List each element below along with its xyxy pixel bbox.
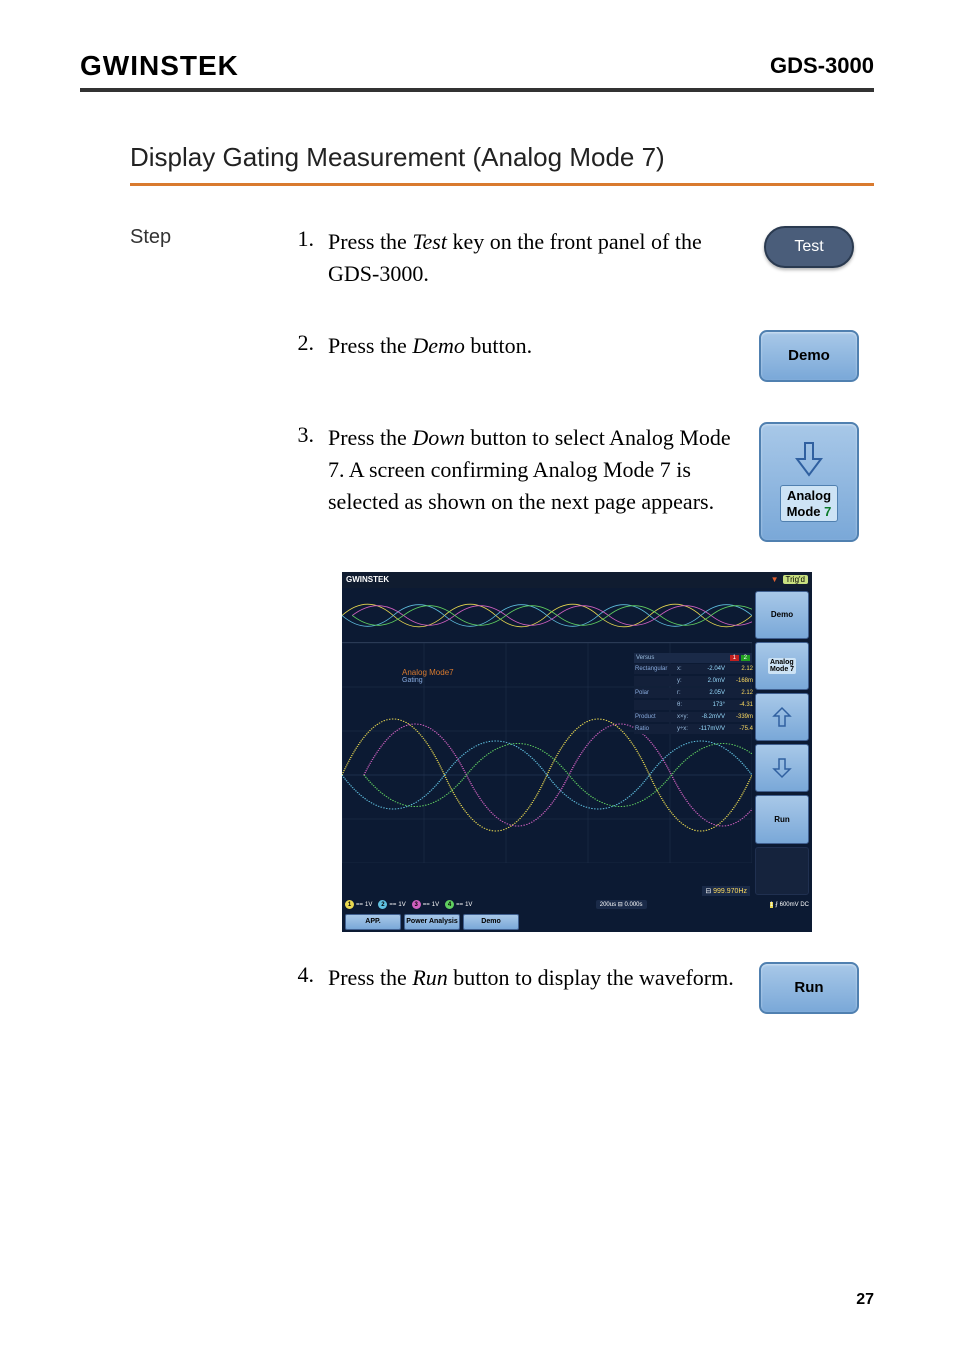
step-number: 3. <box>280 422 320 448</box>
channel-indicators: 1 == 1V 2 == 1V 3 == 1V 4 == 1V <box>345 900 472 909</box>
mode-badge: Analog Mode 7 <box>780 485 839 522</box>
timebase: 200us ⊟ 0.000s <box>596 900 647 909</box>
button-col: Demo <box>744 330 874 382</box>
scope-wave-overview <box>342 588 752 643</box>
scope-gridpane: Analog Mode7 Gating Versus 1 2 Rectangul… <box>342 588 752 898</box>
bottom-softkeys: APP. Power Analysis Demo <box>342 912 812 932</box>
step-text-em: Test <box>412 229 447 254</box>
run-button[interactable]: Run <box>759 962 859 1014</box>
arrow-down-icon <box>793 441 825 477</box>
scope-body: Analog Mode7 Gating Versus 1 2 Rectangul… <box>342 588 812 898</box>
step-row: 4. Press the Run button to display the w… <box>280 962 874 1014</box>
side-down-button[interactable] <box>755 744 809 792</box>
button-col: Run <box>744 962 874 1014</box>
mode-line2: Mode 7 <box>787 504 832 520</box>
meas-ch1: 1 <box>730 655 739 661</box>
bottom-demo-button[interactable]: Demo <box>463 914 519 930</box>
step-heading: Step <box>130 226 280 1054</box>
step-number: 1. <box>280 226 320 252</box>
scope-bottom: 1 == 1V 2 == 1V 3 == 1V 4 == 1V 200us ⊟ 0.0… <box>342 898 812 932</box>
scope-measurements: Versus 1 2 Rectangularx:-2.04V2.12 y:2.0m… <box>634 653 752 736</box>
logo-text: GWINSTEK <box>80 50 239 81</box>
meas-row: y:2.0mV-168m <box>634 676 752 686</box>
channel-indicator: 1 == 1V <box>345 900 372 909</box>
step-text-post: button. <box>465 333 532 358</box>
meas-row: Rectangularx:-2.04V2.12 <box>634 664 752 674</box>
step-text-pre: Press the <box>328 965 412 990</box>
channel-indicator: 4 == 1V <box>445 900 472 909</box>
side-empty-button <box>755 847 809 895</box>
gating-label: Analog Mode7 Gating <box>402 668 454 684</box>
trig-status: Trig'd <box>783 575 808 584</box>
step-number: 4. <box>280 962 320 988</box>
meas-ch2: 2 <box>741 655 750 661</box>
screenshot-row: GWINSTEK ▼ Trig'd <box>280 572 874 932</box>
brand-logo: GWINSTEK <box>80 50 239 82</box>
meas-versus: Versus <box>636 655 654 661</box>
freq-counter: ⊟ 999.970Hz <box>702 886 750 896</box>
step-row: 3. Press the Down button to select Analo… <box>280 422 874 542</box>
scope-screenshot: GWINSTEK ▼ Trig'd <box>342 572 812 932</box>
step-text-em: Down <box>412 425 465 450</box>
gating-title: Analog Mode7 <box>402 668 454 677</box>
side-up-button[interactable] <box>755 693 809 741</box>
step-text-pre: Press the <box>328 229 412 254</box>
button-col: Analog Mode 7 <box>744 422 874 542</box>
bottom-power-button[interactable]: Power Analysis <box>404 914 460 930</box>
arrow-down-icon <box>772 757 792 779</box>
meas-row: Polarr:2.05V2.12 <box>634 688 752 698</box>
step-text: Press the Run button to display the wave… <box>328 962 736 994</box>
step-text-em: Demo <box>412 333 465 358</box>
step-text-pre: Press the <box>328 425 412 450</box>
bottom-status: 1 == 1V 2 == 1V 3 == 1V 4 == 1V 200us ⊟ 0.0… <box>342 898 812 912</box>
channel-indicator: 3 == 1V <box>412 900 439 909</box>
demo-button[interactable]: Demo <box>759 330 859 382</box>
down-mode-button[interactable]: Analog Mode 7 <box>759 422 859 542</box>
meas-rows: Rectangularx:-2.04V2.12 y:2.0mV-168m Polar… <box>634 664 752 734</box>
mode-line1: Analog <box>787 488 832 504</box>
step-text: Press the Down button to select Analog M… <box>328 422 736 518</box>
step-text: Press the Test key on the front panel of… <box>328 226 736 290</box>
steps-list: 1. Press the Test key on the front panel… <box>280 226 874 1054</box>
marker-icon: ▼ <box>771 575 779 584</box>
step-text: Press the Demo button. <box>328 330 736 362</box>
step-row: 2. Press the Demo button. Demo <box>280 330 874 382</box>
side-run-button[interactable]: Run <box>755 795 809 843</box>
step-number: 2. <box>280 330 320 356</box>
gating-sub: Gating <box>402 677 454 684</box>
button-col: Test <box>744 226 874 268</box>
scope-sidepanel: Demo Analog Mode 7 <box>752 588 812 898</box>
section-title: Display Gating Measurement (Analog Mode … <box>130 142 874 186</box>
scope-topbar: GWINSTEK ▼ Trig'd <box>342 572 812 588</box>
meas-row: Productx×y:-8.2mVV-339m <box>634 712 752 722</box>
step-text-pre: Press the <box>328 333 412 358</box>
meas-row: θ:173°-4.31 <box>634 700 752 710</box>
meas-header: Versus 1 2 <box>634 653 752 663</box>
step-text-post: button to display the waveform. <box>448 965 734 990</box>
scope-logo: GWINSTEK <box>346 575 389 584</box>
channel-indicator: 2 == 1V <box>378 900 405 909</box>
page-number: 27 <box>856 1291 874 1309</box>
side-demo-button[interactable]: Demo <box>755 591 809 639</box>
test-button[interactable]: Test <box>764 226 853 268</box>
model-label: GDS-3000 <box>770 53 874 79</box>
content-grid: Step 1. Press the Test key on the front … <box>130 226 874 1054</box>
step-text-em: Run <box>412 965 447 990</box>
wave-overview-svg <box>342 588 752 642</box>
side-mode-button[interactable]: Analog Mode 7 <box>755 642 809 690</box>
side-mode-badge: Analog Mode 7 <box>768 658 796 674</box>
arrow-up-icon <box>772 706 792 728</box>
step-row: 1. Press the Test key on the front panel… <box>280 226 874 290</box>
bottom-app-button[interactable]: APP. <box>345 914 401 930</box>
trig-info: 1 ⨏ 600mV DC <box>770 901 809 908</box>
meas-row: Ratioy÷x:-117mV/V-75.4 <box>634 724 752 734</box>
page-header: GWINSTEK GDS-3000 <box>80 50 874 92</box>
